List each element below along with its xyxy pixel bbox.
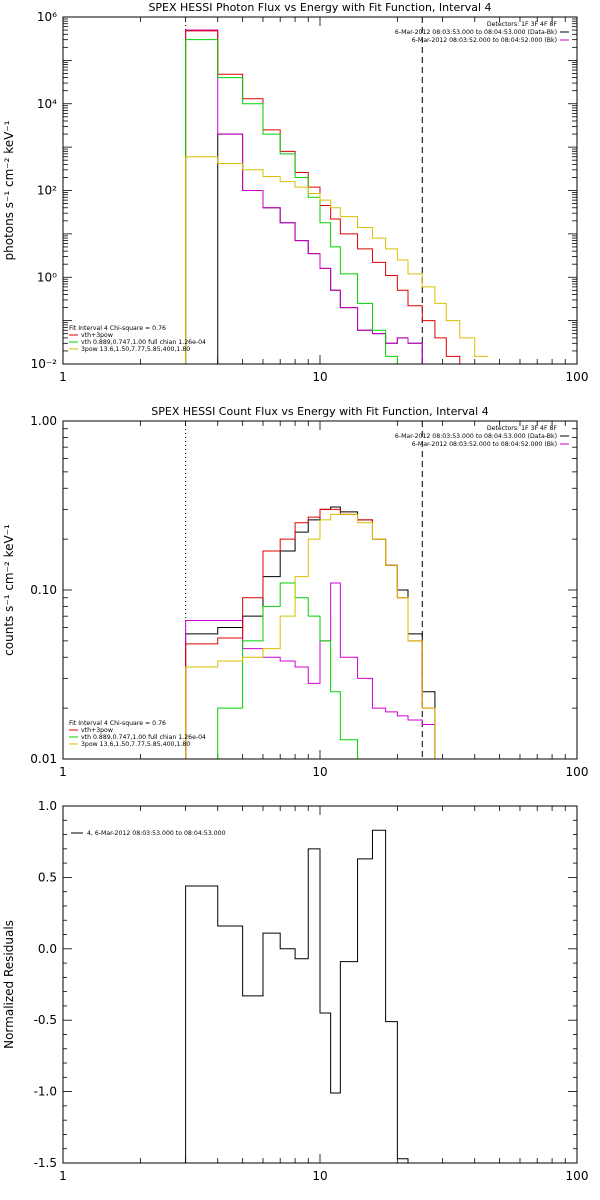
y-tick-label: 1.00 (30, 414, 57, 428)
count-flux-panel: SPEX HESSI Count Flux vs Energy with Fit… (2, 405, 589, 779)
x-tick-label: 10 (312, 765, 327, 779)
legend-label: vth 0.889,0.747,1.00 full chian 1.26e-04 (81, 734, 206, 741)
legend-label: 3pow 13.6,1.50,7.77,5.85,400,1.80 (81, 741, 190, 748)
series-line-3 (185, 39, 398, 364)
legend-label: 4, 6-Mar-2012 08:03:53.000 to 08:04:53.0… (87, 830, 226, 837)
y-tick-label: -0.5 (34, 1013, 57, 1027)
series-line-0 (185, 829, 423, 1163)
x-tick-label: 100 (566, 1169, 589, 1183)
y-tick-label: 10⁶ (37, 10, 57, 24)
header-text: 6-Mar-2012 08:03:53.000 to 08:04:53.000 … (395, 433, 557, 440)
y-tick-label: -1.5 (34, 1156, 57, 1170)
series-line-0 (185, 133, 423, 364)
series-line-1 (185, 582, 447, 759)
series-line-4 (185, 513, 447, 759)
legend-label: vth 0.889,0.747,1.00 full chian 1.26e-04 (81, 339, 206, 346)
y-tick-label: 0.5 (38, 870, 57, 884)
y-tick-label: 10⁴ (37, 97, 57, 111)
plot-frame (62, 420, 578, 760)
legend-label: Fit Interval 4 Chi-square = 0.76 (69, 720, 166, 727)
legend-label: 3pow 13.6,1.50,7.77,5.85,400,1.80 (81, 346, 190, 353)
header-text: Detectors: 1F 3F 4F 8F (487, 425, 558, 432)
series-group (185, 829, 423, 1163)
x-tick-label: 10 (312, 1169, 327, 1183)
y-axis-label: photons s⁻¹ cm⁻² keV⁻¹ (2, 120, 16, 260)
y-tick-label: 10² (37, 184, 57, 198)
series-group (185, 506, 447, 759)
plot-frame (62, 16, 578, 365)
series-line-1 (185, 29, 423, 364)
y-axis-label: Normalized Residuals (2, 920, 16, 1049)
header-text: 6-Mar-2012 08:03:52.000 to 08:04:52.000 … (412, 37, 557, 44)
series-line-2 (185, 508, 436, 759)
header-text: Detectors: 1F 3F 4F 8F (487, 21, 558, 28)
y-tick-label: 10⁰ (37, 270, 57, 284)
plot-frame (62, 805, 578, 1164)
x-tick-label: 100 (566, 370, 589, 384)
residuals-panel: Normalized Residuals 1 10 100 -1.5 -1.0 -0.5 0.… (2, 799, 588, 1183)
x-tick-label: 10 (312, 370, 327, 384)
legend-label: Fit Interval 4 Chi-square = 0.76 (69, 325, 166, 332)
series-line-3 (185, 582, 359, 759)
x-tick-label: 1 (59, 370, 67, 384)
legend-label: vth+3pow (81, 727, 113, 734)
series-line-2 (185, 30, 461, 364)
photon-flux-panel: SPEX HESSI Photon Flux vs Energy with Fi… (2, 1, 589, 384)
chart-title: SPEX HESSI Photon Flux vs Energy with Fi… (148, 1, 491, 14)
x-tick-label: 100 (566, 765, 589, 779)
chart-title: SPEX HESSI Count Flux vs Energy with Fit… (151, 405, 488, 418)
y-tick-label: 10⁻² (31, 357, 58, 371)
legend-label: vth+3pow (81, 332, 113, 339)
y-tick-label: 0.01 (30, 752, 57, 766)
y-axis-label: counts s⁻¹ cm⁻² keV⁻¹ (2, 524, 16, 656)
y-tick-label: 0.0 (38, 942, 57, 956)
y-tick-label: 1.0 (38, 799, 57, 813)
y-tick-label: 0.10 (30, 583, 57, 597)
x-tick-label: 1 (59, 1169, 67, 1183)
series-line-4 (185, 156, 488, 364)
x-tick-label: 1 (59, 765, 67, 779)
header-text: 6-Mar-2012 08:03:53.000 to 08:04:53.000 … (395, 29, 557, 36)
series-group (185, 29, 488, 364)
y-tick-label: -1.0 (34, 1085, 57, 1099)
header-text: 6-Mar-2012 08:03:52.000 to 08:04:52.000 … (412, 441, 557, 448)
